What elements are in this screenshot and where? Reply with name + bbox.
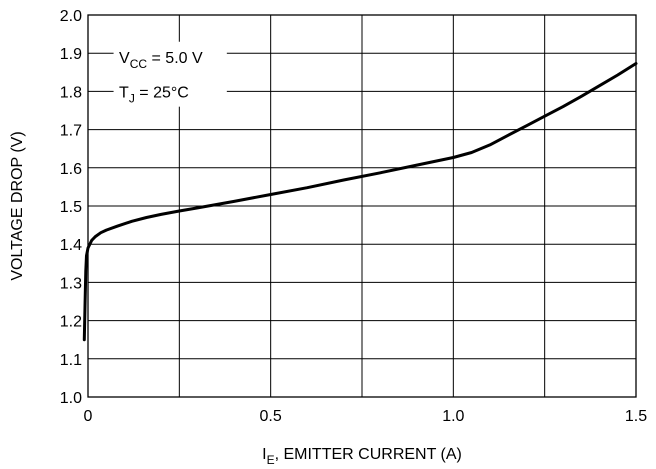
x-tick-label: 1.0 [442,408,464,425]
y-tick-labels: 1.0 1.1 1.2 1.3 1.4 1.5 1.6 1.7 1.8 1.9 2.0 [60,8,82,407]
y-tick-label: 1.3 [60,275,82,292]
x-tick-label: 0.5 [260,408,282,425]
annotation-tj-main: T [119,84,129,101]
y-tick-label: 1.1 [60,352,82,369]
y-axis-title: VOLTAGE DROP (V) [9,131,26,280]
x-axis-title: IE, EMITTER CURRENT (A) [262,446,462,467]
y-tick-label: 1.2 [60,314,82,331]
y-tick-label: 1.0 [60,390,82,407]
annotation-vcc-main: V [119,50,130,67]
annotation-tj: TJ = 25°C [119,84,189,105]
x-tick-labels: 0 0.5 1.0 1.5 [84,408,648,425]
series-group [82,62,638,342]
annotation-vcc-rest: = 5.0 V [147,50,203,67]
y-tick-label: 1.6 [60,161,82,178]
x-axis-title-main: I [262,446,266,463]
annotation-box: VCC = 5.0 V TJ = 25°C [113,41,227,107]
annotation-vcc: VCC = 5.0 V [119,50,203,71]
y-tick-label: 1.4 [60,237,82,254]
y-tick-label: 1.5 [60,199,82,216]
y-tick-label: 2.0 [60,8,82,25]
x-tick-label: 0 [84,408,93,425]
annotation-vcc-sub: CC [130,57,148,71]
x-axis-title-sub: E [267,453,275,467]
series-line-0 [82,62,638,342]
annotation-tj-rest: = 25°C [135,84,189,101]
annotation-tj-sub: J [129,91,135,105]
x-axis-title-rest: , EMITTER CURRENT (A) [275,446,462,463]
plot-frame [87,14,637,398]
y-tick-label: 1.8 [60,84,82,101]
x-tick-label: 1.5 [625,408,647,425]
y-tick-label: 1.9 [60,46,82,63]
y-tick-label: 1.7 [60,123,82,140]
annotation-background [113,41,227,107]
